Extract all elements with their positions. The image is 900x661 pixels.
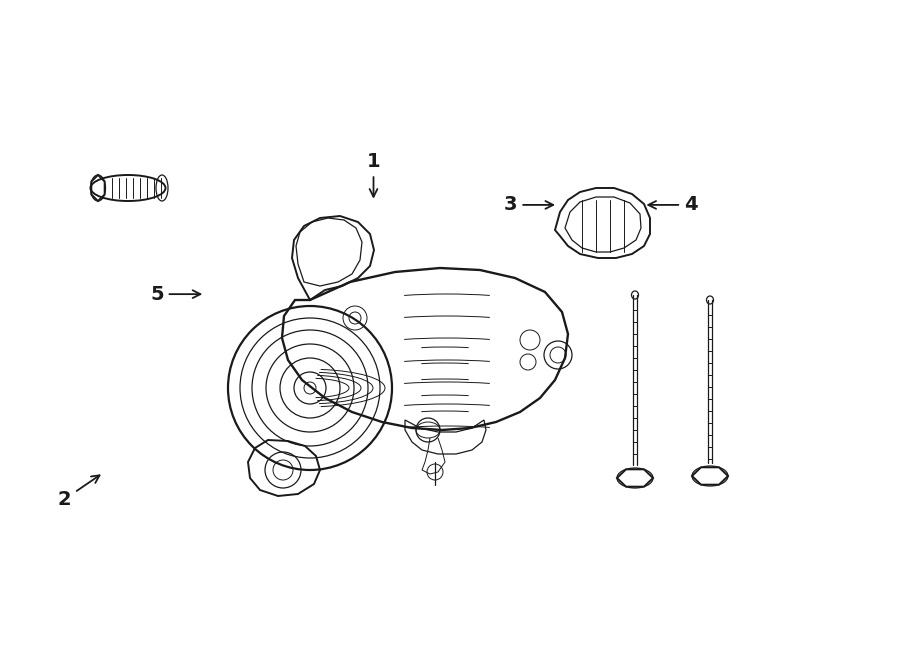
Text: 2: 2 — [58, 475, 100, 508]
Text: 5: 5 — [150, 285, 201, 303]
Text: 4: 4 — [648, 196, 698, 214]
Text: 1: 1 — [366, 153, 381, 197]
Text: 3: 3 — [504, 196, 554, 214]
